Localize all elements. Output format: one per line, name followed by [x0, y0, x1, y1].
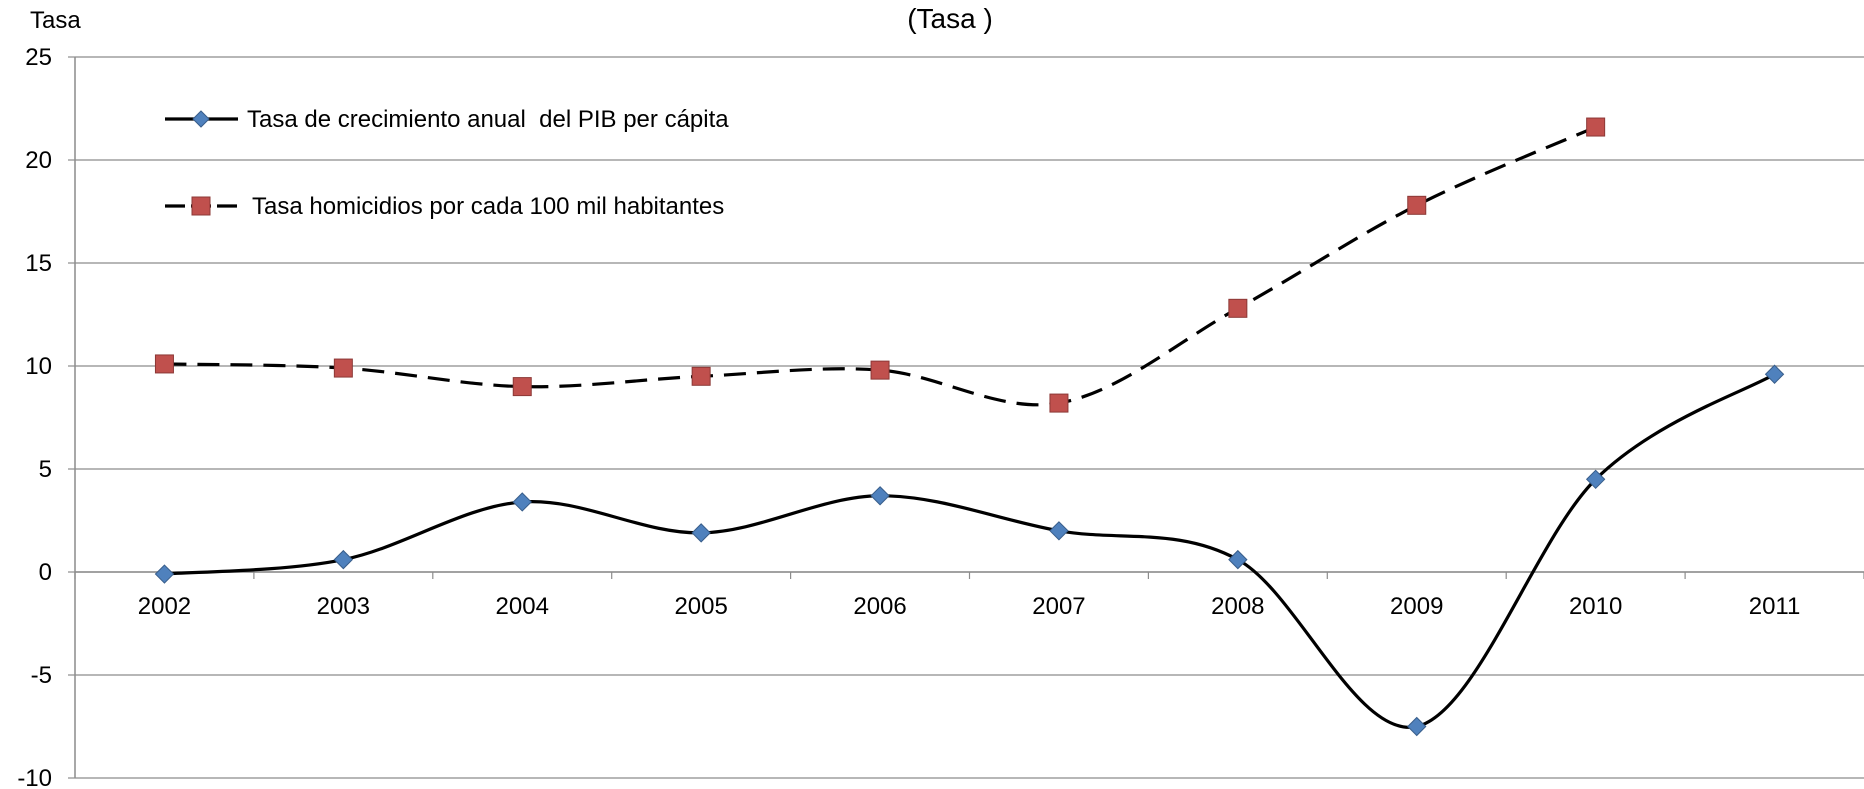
data-point-series-2	[870, 360, 890, 380]
legend: Tasa de crecimiento anual del PIB per cá…	[165, 106, 729, 220]
data-point-series-1	[691, 523, 711, 543]
x-tick-label: 2011	[1749, 593, 1801, 620]
gridlines	[75, 56, 1864, 779]
legend-label-2: Tasa homicidios por cada 100 mil habitan…	[252, 193, 724, 220]
y-tick-label: 0	[39, 559, 52, 586]
data-point-series-1	[1585, 469, 1606, 490]
legend-marker-2	[191, 196, 211, 216]
series-line-2	[164, 125, 1597, 407]
data-point-series-1	[1228, 549, 1248, 570]
legend-label-1: Tasa de crecimiento anual del PIB per cá…	[247, 106, 729, 133]
data-point-series-1	[870, 486, 890, 506]
series-layer	[154, 117, 1785, 737]
data-point-series-2	[154, 354, 174, 374]
x-tick-label: 2007	[1032, 593, 1085, 620]
axes: -10 -5 0 5 10 15 20 25 2002 2003 2004 2005 2006 2007 2…	[17, 44, 1864, 789]
y-tick-label: 15	[25, 250, 52, 277]
data-point-series-2	[1228, 298, 1248, 318]
x-tick-label: 2010	[1569, 593, 1622, 620]
x-tick-label: 2006	[853, 593, 906, 620]
series-line-1	[164, 372, 1776, 729]
data-point-series-1	[512, 492, 532, 512]
y-tick-label: 25	[25, 44, 52, 71]
data-point-series-2	[333, 358, 353, 378]
chart-title: (Tasa )	[907, 3, 993, 34]
legend-marker-1	[192, 110, 210, 128]
data-point-series-1	[154, 564, 175, 584]
x-tick-label: 2009	[1390, 593, 1443, 620]
data-point-series-1	[1407, 716, 1427, 737]
data-point-series-2	[512, 377, 532, 397]
data-point-series-1	[1049, 521, 1069, 541]
x-tick-label: 2005	[674, 593, 727, 620]
y-tick-label: -5	[31, 662, 52, 689]
x-tick-label: 2002	[138, 593, 191, 620]
data-point-series-1	[333, 549, 354, 570]
y-tick-label: 5	[39, 456, 52, 483]
data-point-series-2	[1407, 195, 1427, 215]
y-tick-label: 10	[25, 353, 52, 380]
y-axis-label: Tasa	[30, 7, 81, 34]
data-point-series-2	[691, 366, 711, 386]
y-tick-label: 20	[25, 147, 52, 174]
data-point-series-2	[1049, 393, 1069, 413]
data-point-series-2	[1586, 117, 1606, 137]
x-tick-label: 2004	[496, 593, 549, 620]
y-tick-label: -10	[17, 765, 52, 789]
data-point-series-1	[1764, 364, 1785, 384]
x-tick-label: 2003	[317, 593, 370, 620]
x-tick-label: 2008	[1211, 593, 1264, 620]
